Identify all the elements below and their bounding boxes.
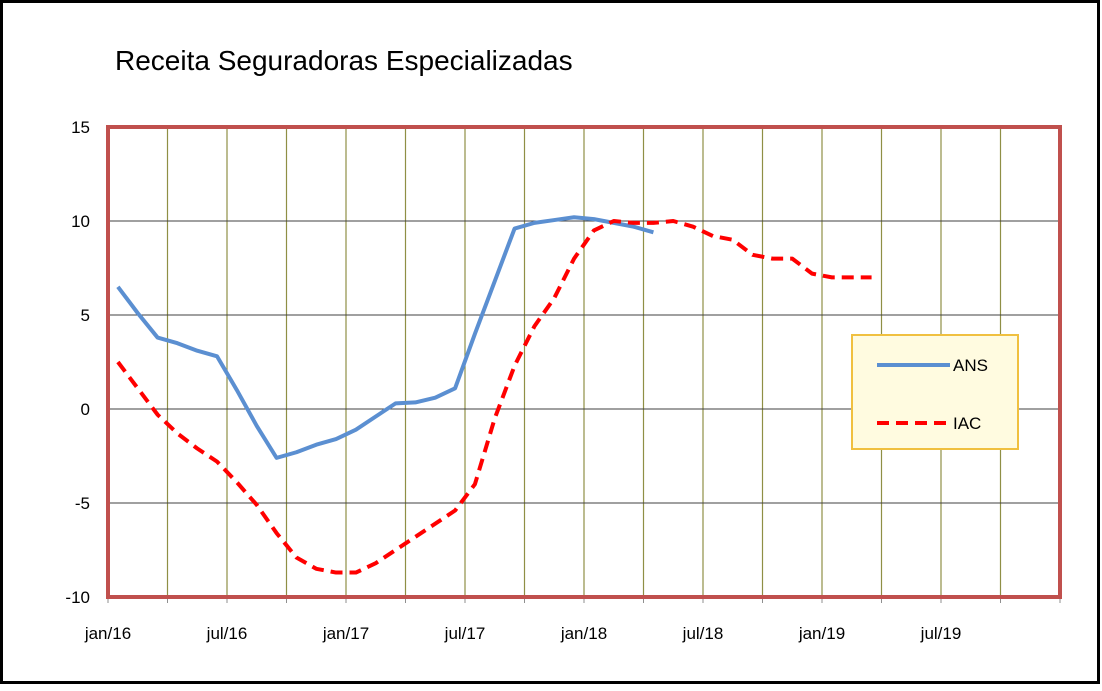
y-tick-label: 0 [81, 400, 90, 419]
legend-label: ANS [953, 356, 988, 375]
y-tick-label: 5 [81, 306, 90, 325]
y-tick-label: -5 [75, 494, 90, 513]
plot-border [106, 125, 1062, 599]
x-tick-label: jan/18 [560, 624, 607, 643]
x-tick-label: jan/17 [322, 624, 369, 643]
legend-box [851, 334, 1019, 450]
x-tick-label: jan/19 [798, 624, 845, 643]
series-line [116, 215, 654, 460]
x-tick-label: jul/19 [920, 624, 962, 643]
series-line [116, 219, 872, 575]
legend: ANS IAC [851, 334, 1019, 450]
x-tick-label: jul/17 [444, 624, 486, 643]
legend-label: IAC [953, 414, 981, 433]
chart-title: Receita Seguradoras Especializadas [115, 45, 573, 76]
y-tick-label: -10 [65, 588, 90, 607]
x-tick-label: jul/16 [206, 624, 248, 643]
y-tick-label: 10 [71, 212, 90, 231]
x-tick-label: jan/16 [84, 624, 131, 643]
x-tick-label: jul/18 [682, 624, 724, 643]
y-tick-label: 15 [71, 118, 90, 137]
